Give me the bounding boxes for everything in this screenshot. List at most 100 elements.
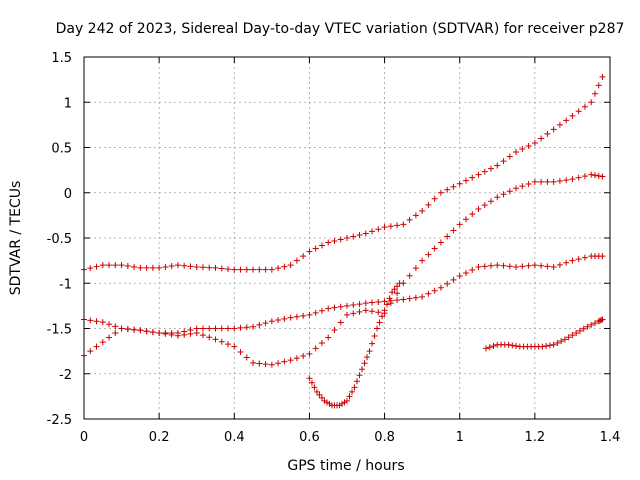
data-point [543, 342, 550, 349]
data-point [538, 135, 545, 142]
data-point [312, 245, 319, 252]
data-point [231, 343, 238, 350]
data-point [394, 290, 401, 297]
data-point [469, 174, 476, 181]
data-point [565, 334, 572, 341]
data-point [243, 354, 250, 361]
data-point [486, 344, 493, 351]
data-point [550, 263, 557, 270]
data-point [591, 90, 598, 97]
data-point [369, 308, 376, 315]
data-point [218, 325, 225, 332]
data-point [599, 173, 606, 180]
data-point [431, 287, 438, 294]
data-point [412, 212, 419, 219]
data-point [561, 336, 568, 343]
data-point [563, 259, 570, 266]
data-point [599, 73, 606, 80]
data-point [462, 216, 469, 223]
data-point [596, 317, 603, 324]
y-tick-label: 0 [64, 187, 72, 202]
data-point [281, 263, 288, 270]
data-point [300, 312, 307, 319]
data-point [575, 174, 582, 181]
data-point [544, 263, 551, 270]
data-point [509, 342, 516, 349]
data-point [237, 349, 244, 356]
data-point [331, 238, 338, 245]
data-point [506, 153, 513, 160]
data-point [490, 342, 497, 349]
data-point [494, 262, 501, 269]
data-point [506, 263, 513, 270]
plot-frame [83, 56, 611, 420]
data-point [505, 341, 512, 348]
data-point [550, 341, 557, 348]
data-point [500, 158, 507, 165]
data-point [93, 318, 100, 325]
data-point [494, 194, 501, 201]
data-point [475, 171, 482, 178]
data-point [281, 358, 288, 365]
data-point [300, 253, 307, 260]
data-point [546, 342, 553, 349]
data-point [287, 357, 294, 364]
data-point [437, 239, 444, 246]
data-point [525, 181, 532, 188]
data-point [361, 360, 368, 367]
data-point [99, 339, 106, 346]
data-point [237, 324, 244, 331]
data-point [306, 350, 313, 357]
data-point [268, 266, 275, 273]
data-point [199, 332, 206, 339]
data-point [573, 330, 580, 337]
data-point [469, 211, 476, 218]
data-point [450, 183, 457, 190]
data-point [431, 245, 438, 252]
data-point [396, 280, 403, 287]
x-tick-label: 0.8 [374, 430, 395, 445]
data-point [337, 236, 344, 243]
x-tick-label: 1.2 [525, 430, 546, 445]
data-point [143, 328, 150, 335]
data-point [243, 324, 250, 331]
data-point [231, 266, 238, 273]
data-point [112, 262, 119, 269]
data-point [262, 361, 269, 368]
data-point [174, 332, 181, 339]
data-point [500, 191, 507, 198]
data-point [444, 233, 451, 240]
data-point [212, 264, 219, 271]
y-tick-label: 1 [64, 96, 72, 111]
data-point [387, 223, 394, 230]
data-point [595, 82, 602, 89]
y-tick-label: -1 [59, 277, 72, 292]
data-point [519, 183, 526, 190]
data-point [206, 325, 213, 332]
data-point [556, 121, 563, 128]
data-point [513, 185, 520, 192]
data-point [406, 272, 413, 279]
data-point [437, 284, 444, 291]
data-point [344, 311, 350, 318]
data-point [306, 248, 313, 255]
data-point [369, 299, 376, 306]
data-point [481, 202, 488, 209]
data-point [581, 173, 588, 180]
data-point [386, 295, 393, 302]
data-point [143, 264, 150, 271]
data-point [293, 257, 300, 264]
data-point [311, 384, 318, 391]
data-point [106, 334, 113, 341]
data-points [81, 73, 606, 409]
data-point [400, 296, 407, 303]
data-point [106, 321, 113, 328]
data-point [231, 325, 238, 332]
y-axis-label: SDTVAR / TECUs [8, 181, 24, 296]
data-point [250, 359, 257, 366]
data-point [131, 326, 138, 333]
data-point [312, 309, 319, 316]
data-point [349, 388, 356, 395]
data-point [389, 289, 396, 296]
data-point [425, 201, 432, 208]
